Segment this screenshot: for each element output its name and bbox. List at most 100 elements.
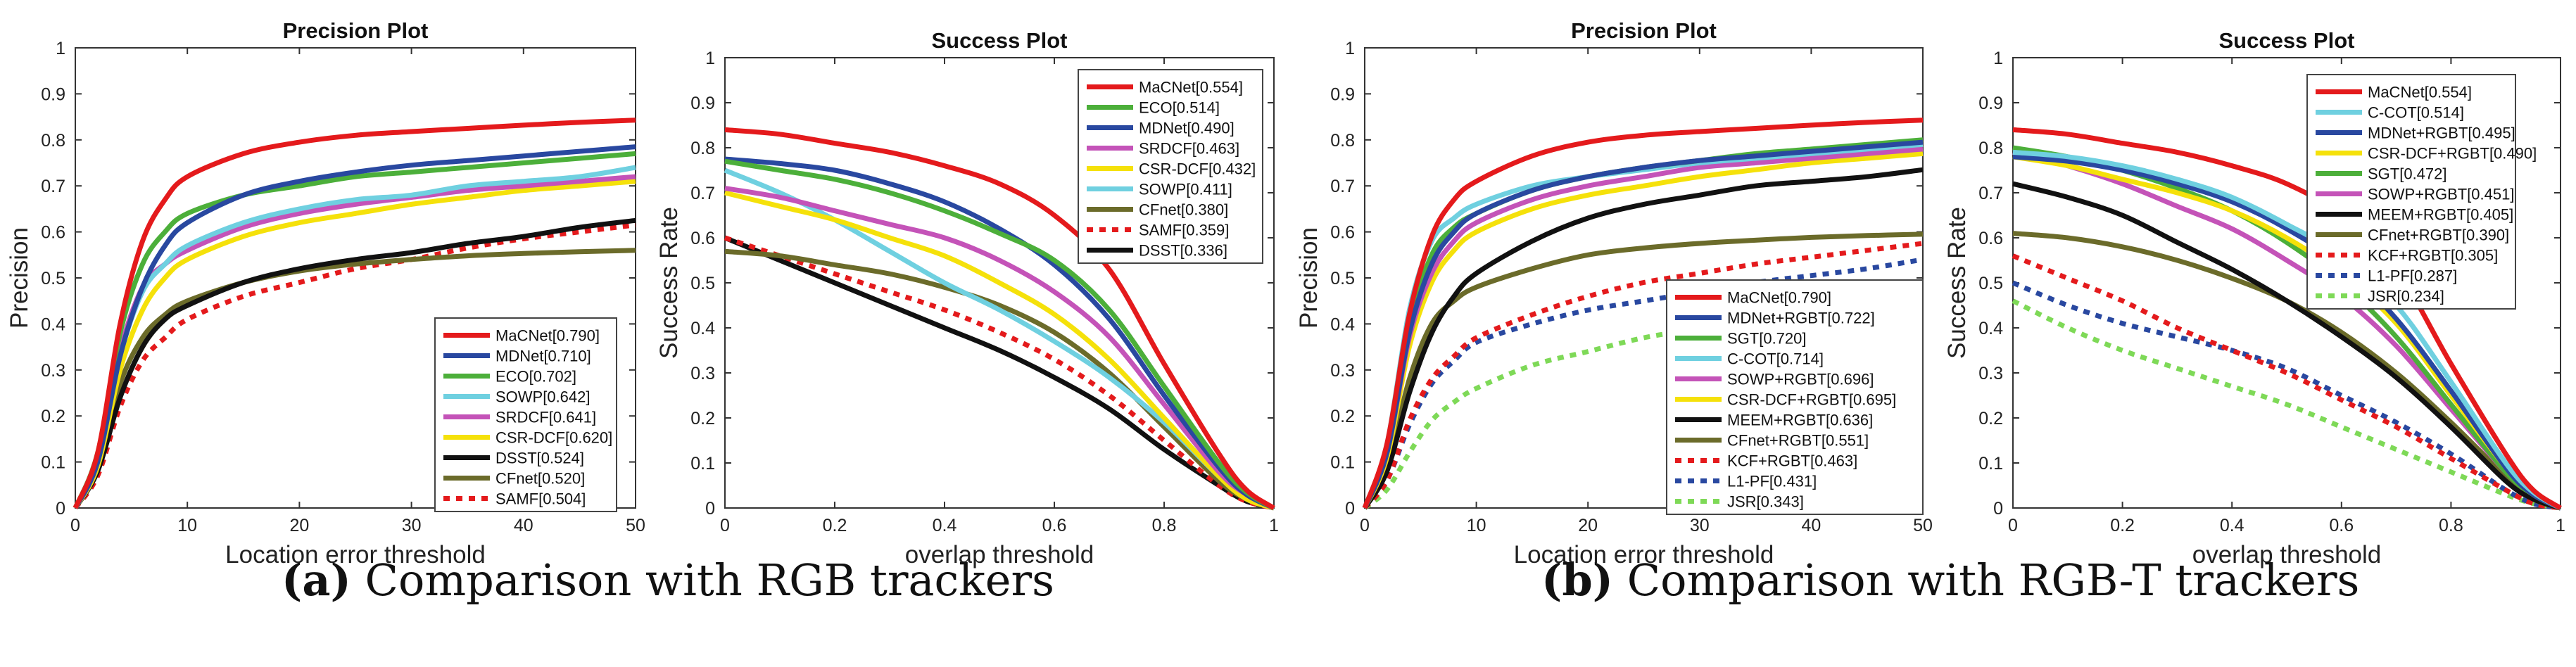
legend-entry: SOWP[0.642]: [495, 388, 591, 406]
x-axis-label: overlap threshold: [2192, 541, 2382, 568]
series-line: [72, 117, 636, 509]
legend-entry: L1-PF[0.431]: [1727, 473, 1817, 490]
x-tick-label: 0.8: [2439, 516, 2463, 535]
series-line: [1363, 167, 1924, 509]
series-line: [1362, 139, 1924, 509]
legend-entry: MEEM+RGBT[0.405]: [2368, 206, 2513, 224]
legend: MaCNet[0.790] MDNet+RGBT[0.722] SGT[0.720]…: [1666, 279, 1924, 515]
legend-entry: DSST[0.336]: [1139, 242, 1227, 260]
legend-entry: CSR-DCF+RGBT[0.695]: [1727, 391, 1896, 409]
series-line: [724, 248, 1275, 511]
chart-title: Success Plot: [932, 28, 1068, 53]
y-tick-label: 0: [1345, 499, 1355, 519]
x-tick-label: 0.4: [933, 516, 957, 535]
y-tick-label: 0.9: [690, 94, 715, 113]
legend-entry: CFnet+RGBT[0.551]: [1727, 432, 1869, 450]
series-line: [2012, 181, 2562, 511]
legend-entry: MDNet+RGBT[0.722]: [1727, 310, 1875, 327]
legend-entry: SRDCF[0.641]: [495, 409, 596, 426]
y-tick-label: 0.6: [690, 229, 715, 248]
legend-entry: SGT[0.720]: [1727, 330, 1807, 348]
x-tick-label: 1: [2556, 516, 2565, 535]
chart-panel-2: Success Plot 0 0.1 0.2 0.3 0.4 0.5 0.6 0.7 0.8 0.9…: [655, 28, 1279, 568]
legend-entry: SOWP[0.411]: [1139, 181, 1232, 198]
y-tick-label: 0.6: [1330, 223, 1355, 243]
y-tick-label: 0.7: [41, 177, 65, 196]
legend-entry: JSR[0.343]: [1727, 493, 1804, 511]
y-tick-label: 0.7: [690, 184, 715, 203]
x-tick-label: 1: [1269, 516, 1279, 535]
y-tick-label: 0.2: [41, 407, 65, 426]
chart-title: Precision Plot: [283, 18, 429, 43]
x-tick-label: 0: [2008, 516, 2018, 535]
x-tick-label: 30: [1690, 516, 1710, 535]
y-axis-label: Success Rate: [655, 207, 683, 359]
y-tick-label: 0.9: [1978, 94, 2003, 113]
legend-entry: SAMF[0.504]: [495, 490, 586, 508]
y-tick-label: 0.1: [41, 453, 65, 473]
x-tick-label: 0.6: [2329, 516, 2354, 535]
x-tick-label: 10: [177, 516, 197, 535]
legend-entry: SOWP+RGBT[0.451]: [2368, 186, 2514, 203]
y-axis-label: Precision: [6, 227, 33, 329]
x-tick-label: 40: [514, 516, 533, 535]
y-tick-label: 0.6: [1978, 229, 2003, 248]
legend-entry: SOWP+RGBT[0.696]: [1727, 371, 1874, 388]
x-tick-label: 20: [1578, 516, 1598, 535]
y-tick-label: 0.1: [1978, 454, 2003, 474]
legend-entry: SGT[0.472]: [2368, 165, 2447, 183]
y-tick-label: 1: [1345, 39, 1355, 58]
legend-entry: CFnet+RGBT[0.390]: [2368, 227, 2509, 244]
series-line: [1363, 241, 1924, 510]
y-tick-label: 0: [705, 499, 715, 519]
x-tick-label: 50: [1913, 516, 1933, 535]
y-tick-label: 0.3: [690, 364, 715, 383]
legend: MaCNet[0.790] MDNet[0.710] ECO[0.702] SOWP[…: [434, 317, 617, 512]
x-tick-label: 0.2: [2110, 516, 2135, 535]
x-tick-label: 0: [720, 516, 730, 535]
y-tick-label: 0.5: [1330, 269, 1355, 288]
legend-entry: L1-PF[0.287]: [2368, 267, 2457, 285]
x-tick-label: 0: [70, 516, 80, 535]
y-tick-label: 0: [56, 499, 65, 519]
legend-entry: JSR[0.234]: [2368, 288, 2444, 305]
legend-entry: C-COT[0.514]: [2368, 104, 2464, 122]
legend-entry: CSR-DCF+RGBT[0.490]: [2368, 145, 2537, 163]
series-lines: [724, 127, 1275, 511]
series-line: [724, 127, 1275, 510]
legend-entry: CFnet[0.380]: [1139, 201, 1228, 219]
x-axis-label: Location error threshold: [225, 541, 486, 568]
y-tick-label: 0.4: [41, 315, 65, 334]
legend: MaCNet[0.554] C-COT[0.514] MDNet+RGBT[0.49…: [2306, 74, 2537, 310]
x-tick-label: 20: [289, 516, 309, 535]
x-tick-label: 40: [1801, 516, 1821, 535]
y-tick-label: 1: [56, 39, 65, 58]
legend-entry: DSST[0.524]: [495, 450, 584, 467]
y-tick-label: 0.3: [1330, 361, 1355, 381]
y-tick-label: 0.8: [1330, 131, 1355, 151]
series-line: [2012, 231, 2562, 511]
legend-entry: SAMF[0.359]: [1139, 222, 1229, 239]
x-axis-label: Location error threshold: [1514, 541, 1774, 568]
y-tick-label: 0.8: [1978, 139, 2003, 158]
series-line: [1362, 117, 1924, 509]
series-line: [72, 179, 636, 509]
caption-b: (b) Comparison with RGB-T trackers: [1541, 554, 2359, 606]
legend-entry: MDNet[0.710]: [495, 348, 591, 365]
y-tick-label: 0.4: [690, 319, 715, 338]
y-tick-label: 0.9: [41, 84, 65, 104]
y-tick-label: 0.5: [1978, 274, 2003, 293]
legend-entry: CFnet[0.520]: [495, 470, 585, 488]
legend-entry: MEEM+RGBT[0.636]: [1727, 412, 1873, 429]
chart-title: Precision Plot: [1571, 18, 1717, 43]
legend-entry: KCF+RGBT[0.305]: [2368, 247, 2498, 265]
y-tick-label: 0: [1993, 499, 2003, 519]
caption-a-text: Comparison with RGB trackers: [351, 554, 1054, 606]
x-tick-label: 10: [1467, 516, 1486, 535]
legend-entry: SRDCF[0.463]: [1139, 140, 1239, 158]
series-line: [72, 144, 636, 509]
legend: MaCNet[0.554] ECO[0.514] MDNet[0.490] SRDCF…: [1078, 69, 1263, 264]
y-tick-label: 0.8: [690, 139, 715, 158]
series-line: [724, 186, 1275, 511]
